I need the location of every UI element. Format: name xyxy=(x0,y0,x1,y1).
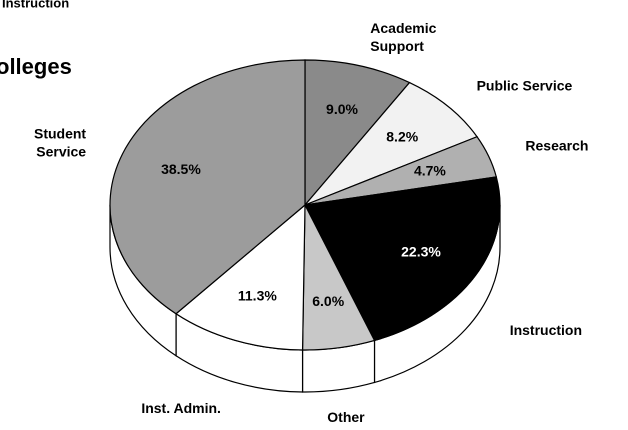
pie-slice xyxy=(175,203,306,351)
category-label: Public Service xyxy=(477,77,573,93)
value-label: 9.0% xyxy=(326,101,358,117)
category-label: Research xyxy=(525,137,588,153)
value-label: 11.3% xyxy=(238,288,277,304)
category-label: Instruction xyxy=(510,322,582,338)
chart-title: olleges xyxy=(0,54,72,79)
category-label: Student Service xyxy=(34,125,86,159)
value-label: 22.3% xyxy=(401,243,441,259)
value-label: 4.7% xyxy=(414,163,446,179)
category-label: Academic Support xyxy=(370,20,436,54)
pie-slice xyxy=(109,59,306,315)
value-label: 38.5% xyxy=(161,161,201,177)
category-label: Inst. Admin. xyxy=(141,400,221,416)
pie-slice xyxy=(304,59,411,207)
category-label: Other xyxy=(327,409,365,425)
chart-subtitle: Instruction xyxy=(2,0,69,10)
value-label: 6.0% xyxy=(312,293,344,309)
value-label: 8.2% xyxy=(386,129,418,145)
pie-slice xyxy=(304,81,478,206)
